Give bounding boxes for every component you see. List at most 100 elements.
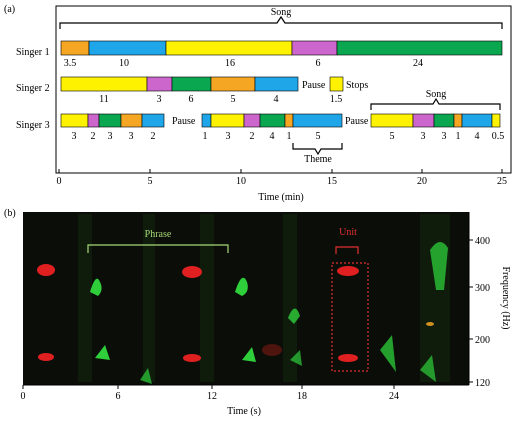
- unit-bar: [461, 113, 493, 128]
- pause-label: Pause: [172, 116, 196, 127]
- duration-label: 3: [421, 131, 426, 142]
- noise-band: [420, 214, 450, 382]
- green-unit: [288, 308, 300, 324]
- singer-2-label: Singer 2: [16, 83, 50, 94]
- red-unit-blob: [262, 344, 282, 356]
- unit-bar: [291, 40, 338, 56]
- green-unit: [90, 278, 102, 296]
- duration-label: 3: [129, 131, 134, 142]
- green-unit: [290, 350, 302, 366]
- unit-bar: [146, 76, 173, 92]
- duration-label: 6: [189, 94, 194, 105]
- duration-label: 1: [287, 131, 292, 142]
- unit-bar: [412, 113, 435, 128]
- unit-bar: [491, 113, 501, 128]
- spectrogram: Phrase Unit: [23, 212, 469, 385]
- duration-label: 3.5: [64, 58, 77, 69]
- unit-bar: [259, 113, 286, 128]
- green-unit: [430, 241, 448, 290]
- duration-label: 2: [91, 131, 96, 142]
- duration-label: 5: [231, 94, 236, 105]
- duration-label: 0.5: [492, 131, 505, 142]
- red-unit-blob: [37, 264, 55, 276]
- duration-label: 3: [157, 94, 162, 105]
- unit-bar: [165, 40, 293, 56]
- x-axis-title: Time (min): [258, 192, 303, 203]
- phrase-bracket: [87, 244, 229, 253]
- unit-bar: [87, 113, 100, 128]
- panel-a-label: (a): [4, 4, 15, 15]
- duration-label: 1: [456, 131, 461, 142]
- red-unit-blob: [337, 266, 359, 276]
- green-unit: [95, 345, 110, 360]
- duration-label: 5: [390, 131, 395, 142]
- theme-brace: [292, 143, 343, 156]
- red-unit-blob: [182, 266, 202, 278]
- singer-1-sequence: 3.5 10 16 6 24: [60, 40, 503, 69]
- unit-bar: [284, 113, 294, 128]
- singer-1-label: Singer 1: [16, 47, 50, 58]
- song-brace-label: Song: [271, 7, 292, 18]
- duration-label: 3: [442, 131, 447, 142]
- x-tick-label: 24: [389, 391, 399, 402]
- singer-3-label: Singer 3: [16, 120, 50, 131]
- duration-label: 2: [250, 131, 255, 142]
- x-tick-label: 25: [497, 176, 507, 187]
- pause-label: Pause: [345, 116, 369, 127]
- green-unit: [420, 355, 436, 382]
- unit-bar: [453, 113, 463, 128]
- stops-label: Stops: [346, 80, 368, 91]
- duration-label: 11: [99, 94, 109, 105]
- singer-3-sequence: Pause Pause 3 2 3 3 2 1 3 2 4 1 5 5 3 3 …: [60, 113, 505, 142]
- green-unit: [380, 335, 396, 372]
- phrase-label: Phrase: [145, 229, 172, 240]
- x-tick-label: 15: [327, 176, 337, 187]
- duration-label: 10: [119, 58, 129, 69]
- unit-bar: [171, 76, 212, 92]
- duration-label: 6: [316, 58, 321, 69]
- duration-label: 3: [226, 131, 231, 142]
- unit-label: Unit: [339, 227, 357, 238]
- duration-label: 4: [274, 94, 279, 105]
- duration-label: 4: [270, 131, 275, 142]
- unit-bar: [60, 113, 89, 128]
- x-axis-title: Time (s): [227, 406, 261, 417]
- unit-bar: [370, 113, 414, 128]
- unit-bar: [141, 113, 165, 128]
- song-brace-right-label: Song: [426, 89, 447, 100]
- red-unit-blob: [338, 354, 358, 362]
- noise-band: [143, 214, 155, 382]
- singer-2-sequence: Pause Stops 11 3 6 5 4 1.5: [60, 76, 368, 105]
- panel-b-x-axis: 0 6 12 18 24 Time (s): [21, 384, 469, 417]
- orange-blip: [426, 322, 434, 326]
- y-tick-label: 120: [475, 378, 490, 389]
- x-tick-label: 12: [207, 391, 217, 402]
- duration-label: 5: [316, 131, 321, 142]
- duration-label: 3: [108, 131, 113, 142]
- unit-bar: [254, 76, 299, 92]
- unit-bar: [120, 113, 143, 128]
- theme-label: Theme: [304, 154, 332, 165]
- red-unit-blob: [183, 354, 201, 362]
- y-tick-label: 400: [475, 236, 490, 247]
- x-tick-label: 5: [148, 176, 153, 187]
- x-tick-label: 6: [116, 391, 121, 402]
- unit-bar: [60, 40, 90, 56]
- unit-bar: [60, 76, 148, 92]
- unit-bracket: [335, 246, 359, 254]
- y-tick-label: 200: [475, 335, 490, 346]
- panel-b-y-axis: 400 300 200 120 Frequency (Hz): [468, 212, 511, 389]
- duration-label: 24: [413, 58, 423, 69]
- y-axis-title: Frequency (Hz): [500, 266, 511, 329]
- x-tick-label: 18: [297, 391, 307, 402]
- unit-bar: [98, 113, 122, 128]
- x-tick-label: 0: [57, 176, 62, 187]
- unit-bar: [329, 76, 344, 92]
- panel-b-label: (b): [4, 208, 16, 219]
- unit-bar: [210, 76, 256, 92]
- unit-bar: [433, 113, 455, 128]
- unit-bar: [88, 40, 167, 56]
- duration-label: 4: [475, 131, 480, 142]
- timeline-frame: [55, 5, 512, 174]
